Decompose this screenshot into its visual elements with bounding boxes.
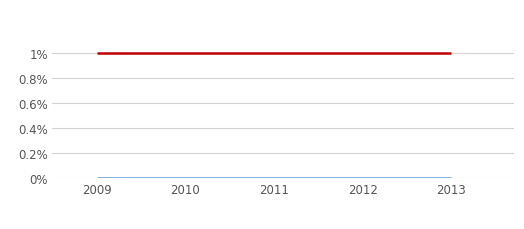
Beaumont Elementary School xyxy=(94,177,100,180)
Beaumont Elementary School xyxy=(271,177,277,180)
(CA) State Average xyxy=(271,53,277,55)
Beaumont Elementary School xyxy=(182,177,189,180)
Beaumont Elementary School xyxy=(449,177,455,180)
(CA) State Average xyxy=(359,53,366,55)
(CA) State Average xyxy=(449,53,455,55)
(CA) State Average xyxy=(182,53,189,55)
(CA) State Average xyxy=(94,53,100,55)
Beaumont Elementary School xyxy=(359,177,366,180)
